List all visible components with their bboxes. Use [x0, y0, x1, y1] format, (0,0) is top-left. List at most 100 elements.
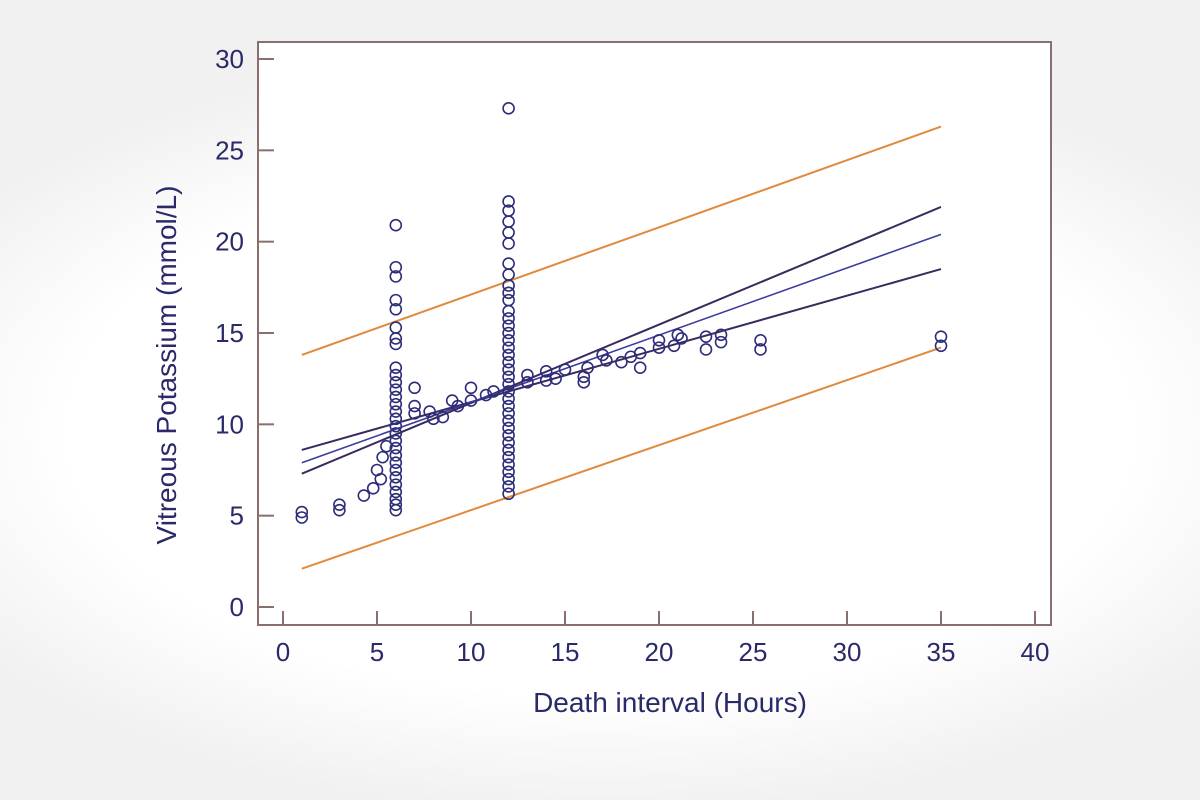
data-point	[502, 472, 515, 486]
data-point	[451, 399, 465, 413]
data-point	[389, 302, 403, 316]
data-point	[502, 377, 515, 391]
data-point	[502, 312, 515, 325]
data-point	[502, 458, 515, 471]
data-point	[675, 332, 688, 345]
data-point	[521, 376, 534, 389]
data-point	[389, 427, 403, 440]
x-tick-label: 0	[276, 637, 290, 667]
data-point	[389, 449, 403, 462]
data-point	[502, 334, 515, 347]
y-axis-title: Vitreous Potassium (mmol/L)	[151, 186, 182, 545]
data-point	[652, 341, 666, 354]
data-point	[502, 414, 515, 427]
data-point	[502, 443, 515, 457]
data-point	[464, 381, 478, 395]
data-point	[423, 405, 436, 418]
confidence-band-lower	[301, 206, 942, 475]
data-point	[389, 218, 403, 232]
data-point	[389, 471, 403, 484]
data-point	[502, 407, 515, 420]
prediction-band	[301, 125, 942, 570]
data-point	[502, 436, 515, 449]
data-point	[389, 419, 403, 433]
data-point	[754, 343, 767, 356]
data-point	[502, 341, 515, 354]
data-point	[714, 328, 728, 342]
x-axis: 0 5 10 15 20 25 30 35 40	[276, 611, 1050, 667]
data-point	[389, 478, 403, 491]
data-point	[502, 304, 515, 318]
data-point	[408, 399, 421, 413]
data-point	[389, 368, 403, 382]
data-point	[389, 260, 403, 274]
data-point	[699, 343, 713, 356]
data-point	[389, 412, 403, 426]
data-point	[714, 335, 728, 349]
x-tick-label: 30	[833, 637, 862, 667]
x-tick-label: 40	[1021, 637, 1050, 667]
confidence-band-upper	[301, 268, 942, 451]
data-point	[389, 485, 403, 499]
data-point	[502, 319, 515, 332]
y-tick-label: 10	[215, 409, 244, 439]
data-point	[389, 332, 403, 345]
data-point	[389, 390, 403, 404]
data-point	[502, 286, 515, 300]
data-point	[502, 326, 515, 340]
data-point	[934, 339, 948, 353]
data-point	[479, 388, 493, 402]
x-tick-label: 20	[645, 637, 674, 667]
data-point	[389, 434, 403, 448]
data-point	[633, 361, 647, 375]
data-point	[389, 361, 403, 375]
data-point	[295, 505, 309, 519]
y-tick-label: 30	[215, 44, 244, 74]
data-point	[502, 421, 515, 435]
data-point	[652, 334, 666, 347]
data-point	[600, 354, 613, 367]
data-point	[502, 385, 515, 398]
confidence-band	[301, 206, 942, 475]
data-point	[408, 407, 421, 420]
regression-line	[301, 233, 942, 464]
data-point	[502, 487, 515, 501]
y-axis: 0 5 10 15 20 25 30	[215, 44, 274, 622]
data-point	[333, 503, 346, 517]
data-point	[699, 330, 713, 343]
y-tick-label: 0	[230, 592, 244, 622]
data-point	[934, 330, 948, 343]
data-point	[581, 361, 594, 375]
data-point	[539, 374, 553, 387]
data-point	[502, 465, 515, 479]
data-point	[464, 394, 478, 407]
data-point	[366, 481, 380, 495]
data-point	[408, 381, 421, 395]
data-points	[295, 102, 948, 524]
data-point	[436, 410, 450, 424]
data-point	[389, 498, 403, 512]
data-point	[615, 355, 628, 369]
data-point	[502, 480, 515, 493]
data-point	[389, 463, 403, 477]
data-point	[380, 439, 393, 453]
data-point	[502, 363, 515, 376]
data-point	[502, 195, 515, 208]
data-point	[389, 383, 403, 396]
data-point	[549, 372, 562, 385]
y-tick-label: 5	[230, 501, 244, 531]
data-point	[389, 503, 403, 517]
data-point	[502, 102, 515, 115]
data-point	[539, 365, 553, 378]
data-point	[502, 399, 515, 413]
data-point	[389, 293, 403, 307]
data-point	[521, 368, 534, 382]
data-point	[357, 489, 371, 502]
prediction-band-lower	[301, 346, 942, 570]
data-point	[487, 385, 500, 398]
data-point	[502, 237, 515, 250]
data-point	[333, 498, 346, 512]
x-tick-label: 35	[927, 637, 956, 667]
data-point	[502, 348, 515, 362]
data-point	[502, 428, 515, 442]
